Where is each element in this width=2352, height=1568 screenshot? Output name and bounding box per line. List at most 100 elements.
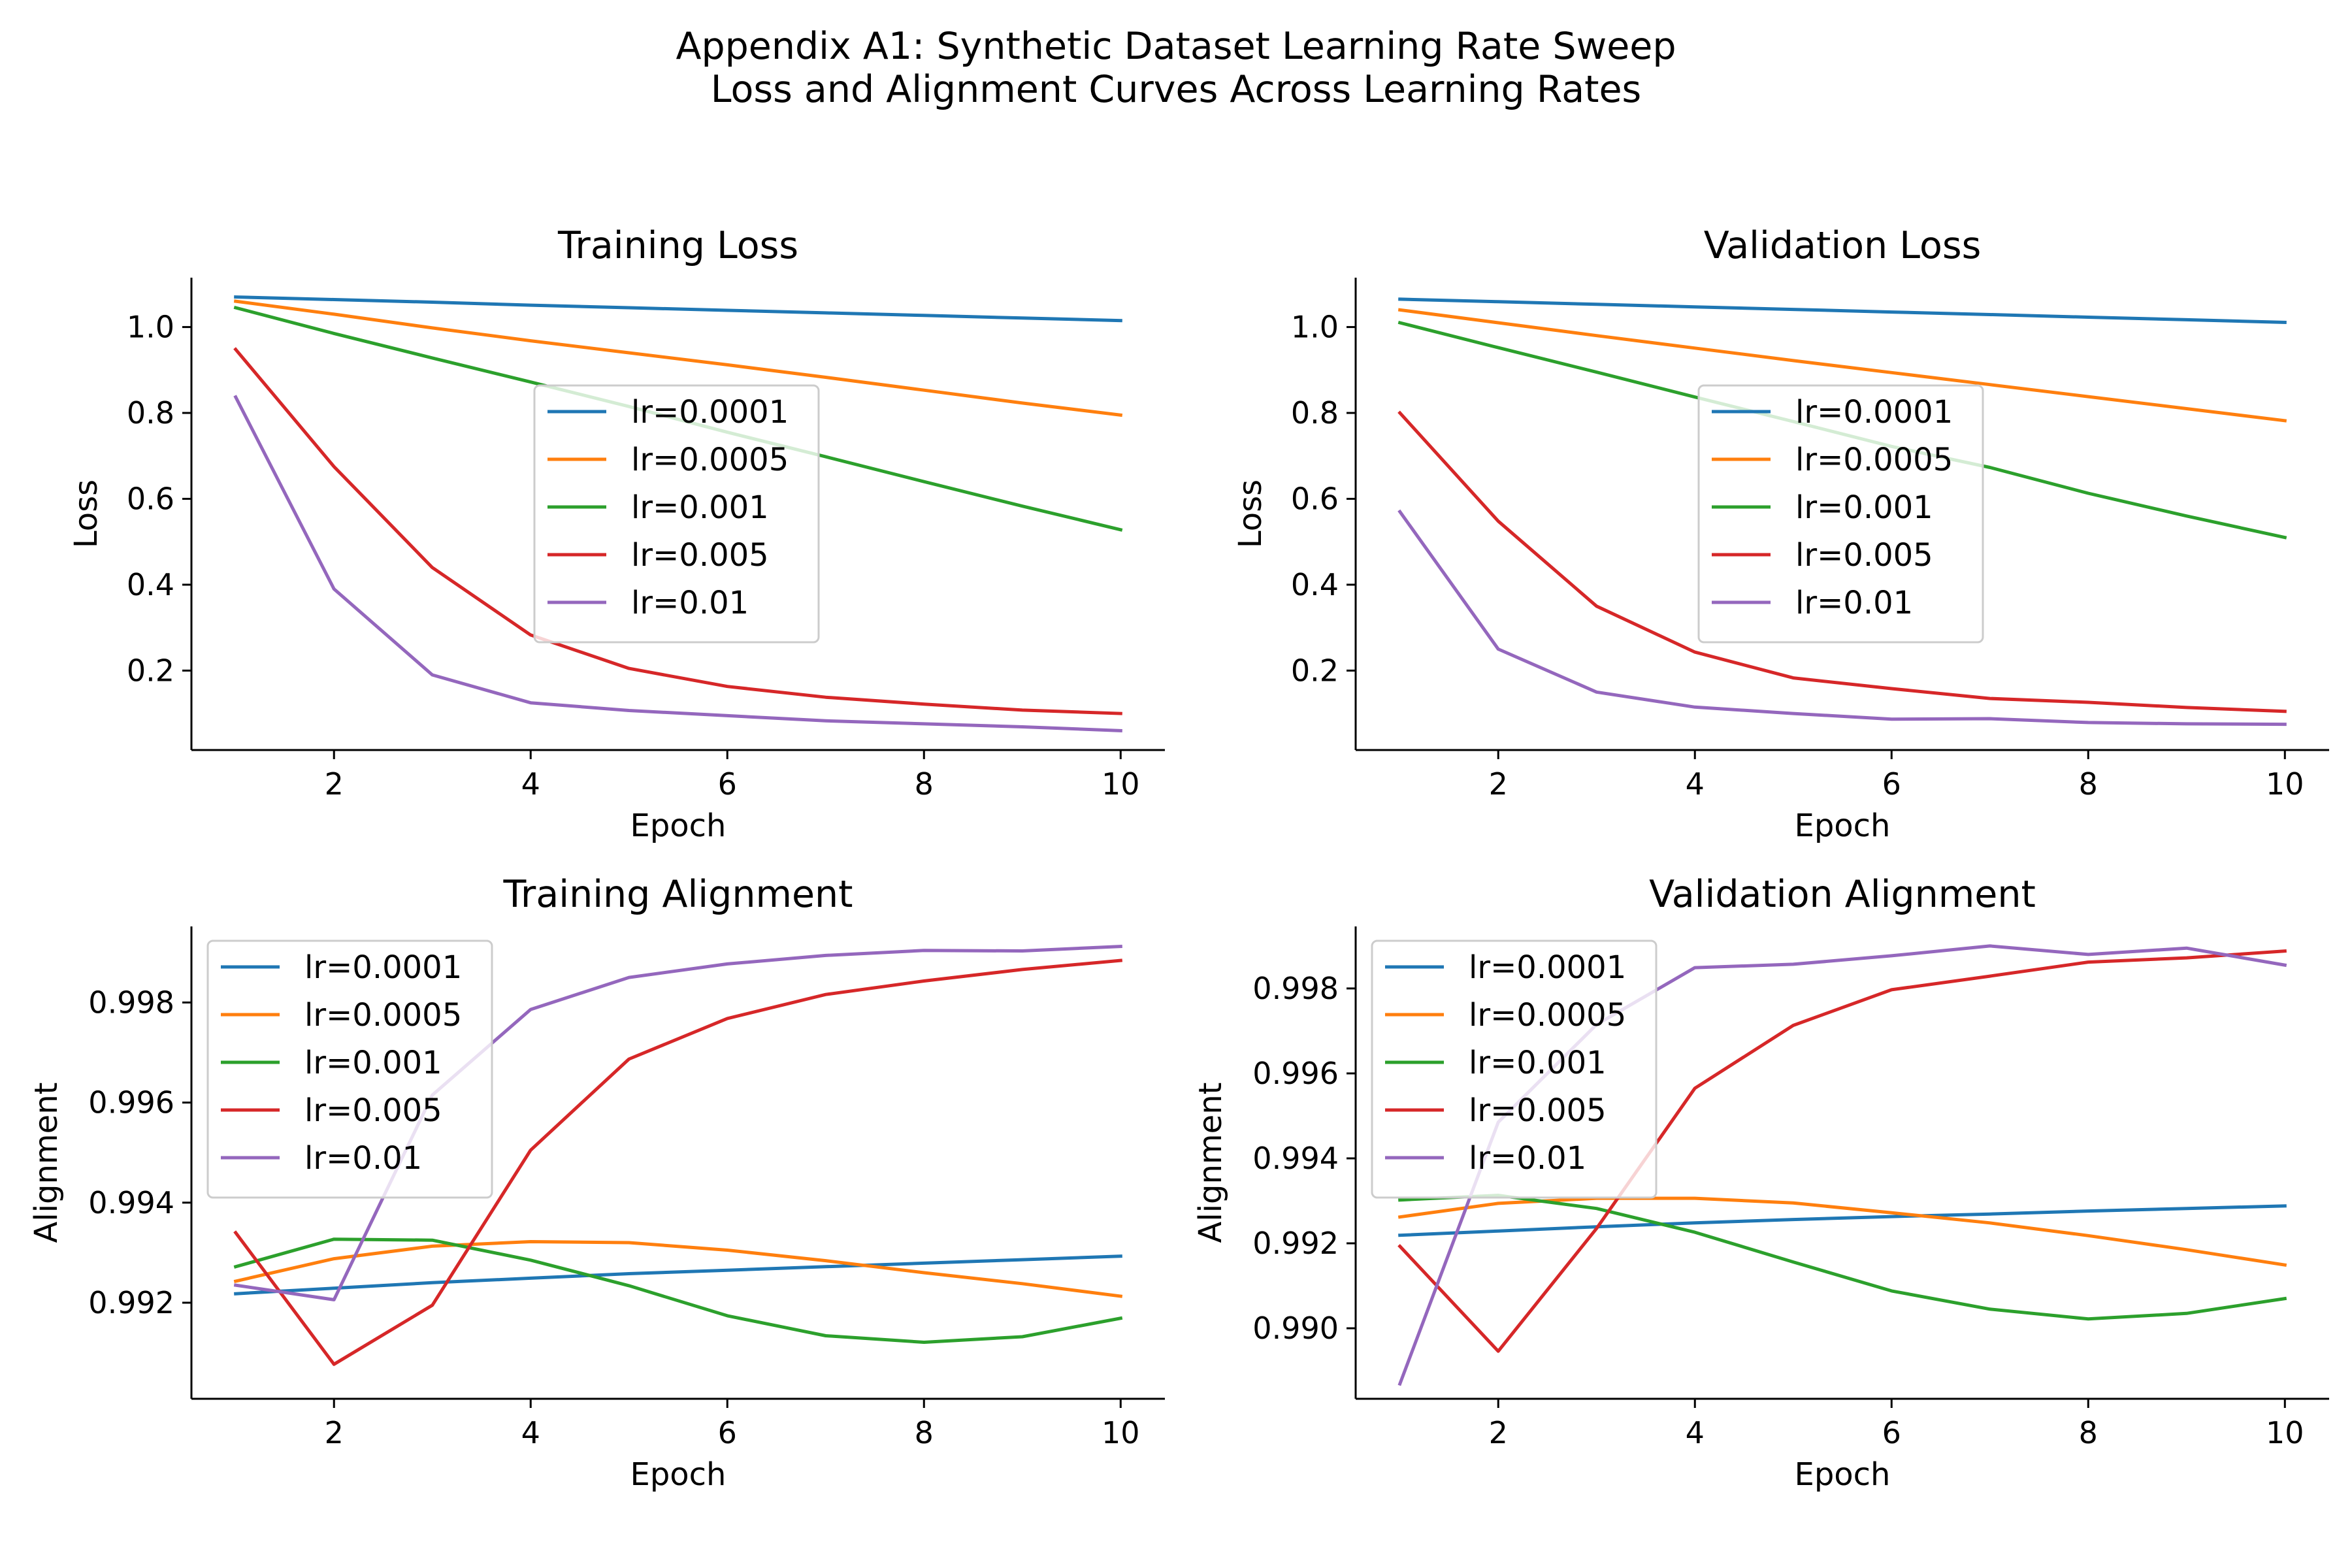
y-tick-label: 0.998 [1252, 971, 1339, 1006]
y-tick-label: 0.992 [1252, 1226, 1339, 1261]
y-tick-label: 0.990 [1252, 1311, 1339, 1346]
legend-label: lr=0.01 [1795, 585, 1913, 621]
x-tick-label: 10 [2266, 1415, 2304, 1450]
legend-frame [206, 939, 493, 1199]
figure-title: Appendix A1: Synthetic Dataset Learning … [0, 25, 2352, 111]
x-tick-label: 8 [2079, 766, 2098, 802]
legend: lr=0.0001 lr=0.0005 lr=0.001 lr=0.005 lr=0.0… [206, 939, 493, 1199]
figure-title-line-1: Appendix A1: Synthetic Dataset Learning … [676, 25, 1676, 68]
legend-label: lr=0.001 [1795, 489, 1933, 526]
legend-label: lr=0.01 [1469, 1140, 1586, 1177]
legend-label: lr=0.005 [304, 1092, 442, 1129]
x-tick-label: 2 [1489, 766, 1508, 802]
series-line-lr-0-01 [1397, 509, 2287, 727]
x-axis-label: Epoch [630, 808, 727, 844]
legend-label: lr=0.0005 [1469, 997, 1626, 1034]
x-tick-label: 4 [1686, 766, 1705, 802]
legend-label: lr=0.005 [1469, 1092, 1607, 1129]
legend: lr=0.0001 lr=0.0005 lr=0.001 lr=0.005 lr=0.0… [533, 384, 820, 644]
x-tick-label: 10 [1102, 766, 1140, 802]
x-tick-label: 6 [718, 766, 737, 802]
legend-label: lr=0.005 [1795, 537, 1933, 574]
y-tick-label: 0.2 [127, 653, 174, 688]
legend-label: lr=0.001 [304, 1045, 442, 1081]
subplot-title: Training Loss [557, 224, 798, 267]
legend-frame [1371, 939, 1658, 1199]
x-axis-label: Epoch [1795, 808, 1891, 844]
series-line-lr-0-0005 [233, 1240, 1123, 1298]
series-line-lr-0-0001 [1398, 297, 2287, 324]
series-line-lr-0-0001 [234, 295, 1122, 323]
x-tick-label: 6 [718, 1415, 737, 1450]
subplot-training-alignment: Training Alignment 2 4 6 8 10 0.992 0.994 0.996 0… [28, 873, 1165, 1493]
subplot-title: Validation Alignment [1649, 873, 2036, 916]
y-tick-label: 1.0 [127, 310, 174, 345]
legend-label: lr=0.0005 [304, 997, 462, 1034]
y-tick-label: 1.0 [1291, 310, 1339, 345]
legend-label: lr=0.005 [631, 537, 769, 574]
legend-label: lr=0.001 [1469, 1045, 1607, 1081]
subplot-title: Training Alignment [502, 873, 853, 916]
y-axis-label: Loss [1232, 480, 1269, 548]
x-tick-label: 6 [1882, 1415, 1901, 1450]
y-tick-label: 0.6 [1291, 481, 1339, 516]
subplot-title: Validation Loss [1704, 224, 1982, 267]
y-tick-label: 0.2 [1291, 653, 1339, 688]
x-tick-label: 8 [915, 766, 934, 802]
y-axis-label: Alignment [1192, 1083, 1229, 1243]
series-line-lr-0-001 [233, 1237, 1123, 1344]
series-line-lr-0-0005 [233, 299, 1123, 417]
series-line-lr-0-01 [233, 395, 1122, 732]
series-line-lr-0-0001 [1398, 1204, 2287, 1237]
x-tick-label: 4 [1686, 1415, 1705, 1450]
series-line-lr-0-0001 [234, 1254, 1122, 1296]
legend-label: lr=0.0005 [1795, 442, 1953, 478]
x-tick-label: 8 [915, 1415, 934, 1450]
x-tick-label: 6 [1882, 766, 1901, 802]
series-line-lr-0-005 [1397, 949, 2287, 1353]
legend-frame [1697, 384, 1984, 644]
legend-label: lr=0.0001 [304, 949, 462, 986]
y-tick-label: 0.994 [1252, 1141, 1339, 1176]
legend-label: lr=0.01 [304, 1140, 422, 1177]
y-tick-label: 0.8 [127, 395, 174, 431]
y-tick-label: 0.8 [1291, 395, 1339, 431]
series-line-lr-0-0005 [1397, 308, 2287, 423]
x-tick-label: 8 [2079, 1415, 2098, 1450]
y-axis-label: Loss [68, 480, 105, 548]
legend-label: lr=0.01 [631, 585, 749, 621]
y-tick-label: 0.4 [1291, 567, 1339, 602]
x-tick-label: 2 [325, 766, 344, 802]
y-tick-label: 0.994 [88, 1185, 174, 1220]
x-axis-label: Epoch [1795, 1456, 1891, 1493]
x-axis-label: Epoch [630, 1456, 727, 1493]
series-line-lr-0-005 [233, 958, 1123, 1366]
legend-label: lr=0.0001 [1469, 949, 1626, 986]
series-line-lr-0-001 [1398, 1194, 2287, 1321]
legend-label: lr=0.0001 [1795, 394, 1953, 431]
y-tick-label: 0.998 [88, 985, 174, 1020]
series-line-lr-0-005 [233, 347, 1122, 715]
figure-title-line-2: Loss and Alignment Curves Across Learnin… [710, 68, 1642, 111]
x-tick-label: 10 [2266, 766, 2304, 802]
legend-label: lr=0.001 [631, 489, 769, 526]
x-tick-label: 4 [521, 1415, 540, 1450]
legend: lr=0.0001 lr=0.0005 lr=0.001 lr=0.005 lr=0.0… [1371, 939, 1658, 1199]
y-tick-label: 0.996 [88, 1085, 174, 1120]
y-tick-label: 0.996 [1252, 1056, 1339, 1091]
x-tick-label: 10 [1102, 1415, 1140, 1450]
y-tick-label: 0.4 [127, 567, 174, 602]
x-tick-label: 2 [325, 1415, 344, 1450]
y-axis-label: Alignment [28, 1083, 65, 1243]
y-tick-label: 0.6 [127, 481, 174, 516]
legend-frame [533, 384, 820, 644]
subplot-training-loss: Training Loss 2 4 6 8 10 0.2 0.4 0.6 0.8 1.0 Epoch L… [68, 224, 1165, 844]
subplot-validation-alignment: Validation Alignment 2 4 6 8 10 0.990 0.992 0.99… [1192, 873, 2329, 1493]
legend: lr=0.0001 lr=0.0005 lr=0.001 lr=0.005 lr=0.0… [1697, 384, 1984, 644]
legend-label: lr=0.0005 [631, 442, 789, 478]
legend-label: lr=0.0001 [631, 394, 789, 431]
series-line-lr-0-005 [1397, 410, 2287, 713]
x-tick-label: 2 [1489, 1415, 1508, 1450]
subplot-validation-loss: Validation Loss 2 4 6 8 10 0.2 0.4 0.6 0.8 1.0 Epoc… [1232, 224, 2329, 844]
